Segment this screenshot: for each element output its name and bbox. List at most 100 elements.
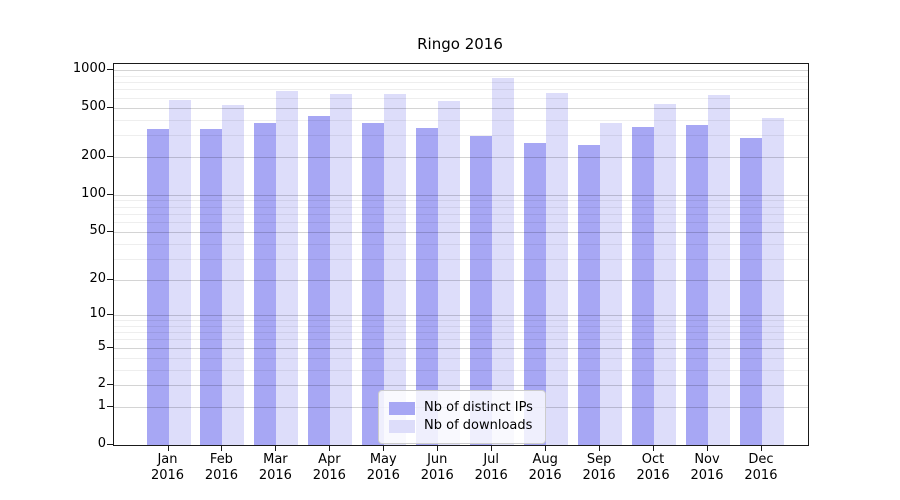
x-tick-label: Nov 2016 — [675, 452, 739, 483]
gridline-major — [114, 157, 808, 159]
gridline-minor — [114, 369, 808, 371]
gridline-minor — [114, 206, 808, 208]
bar-distinct-ips-jun — [416, 127, 439, 445]
x-tick-label: Sep 2016 — [567, 452, 631, 483]
bar-downloads-sep — [600, 123, 623, 445]
bar-distinct-ips-may — [362, 122, 385, 445]
gridline-minor — [114, 119, 808, 121]
x-tick-label: Apr 2016 — [297, 452, 361, 483]
x-tick-month: Jan — [157, 452, 178, 467]
y-tick-label: 50 — [89, 222, 106, 238]
bar-downloads-may — [384, 93, 407, 445]
gridline-minor — [114, 325, 808, 327]
y-tick-label: 0 — [97, 436, 106, 451]
x-tick-year: 2016 — [150, 467, 185, 483]
x-tick-year: 2016 — [312, 467, 346, 483]
legend-entry-distinct-ips: Nb of distinct IPs — [389, 400, 535, 416]
x-tick-month: Oct — [641, 452, 665, 467]
x-tick-label: Aug 2016 — [513, 452, 577, 483]
gridline-minor — [114, 243, 808, 245]
x-tick-month: Sep — [586, 452, 612, 467]
gridline-major — [114, 231, 808, 233]
x-tick-month: Jun — [427, 452, 448, 467]
bar-distinct-ips-jan — [146, 128, 169, 445]
legend-label-distinct-ips: Nb of distinct IPs — [424, 400, 533, 415]
gridline-major — [114, 194, 808, 196]
bar-distinct-ips-feb — [200, 128, 223, 445]
bar-downloads-dec — [761, 118, 784, 445]
gridline-minor — [114, 82, 808, 84]
bar-distinct-ips-oct — [632, 127, 655, 445]
x-tick-month: May — [369, 452, 397, 467]
bar-downloads-jul — [492, 78, 515, 445]
bar-downloads-nov — [708, 95, 730, 445]
x-tick-label: Jul 2016 — [459, 452, 523, 483]
bar-distinct-ips-sep — [578, 145, 601, 445]
x-tick-label: Oct 2016 — [621, 452, 685, 483]
x-tick-year: 2016 — [582, 467, 616, 483]
gridline-minor — [114, 135, 808, 137]
x-tick-label: May 2016 — [351, 452, 415, 483]
x-tick-year: 2016 — [636, 467, 670, 483]
bar-distinct-ips-nov — [686, 125, 708, 445]
gridline-major — [114, 314, 808, 316]
x-tick-year: 2016 — [474, 467, 508, 483]
x-tick-month: Jul — [483, 452, 500, 467]
gridline-minor — [114, 339, 808, 341]
x-tick-month: Mar — [263, 452, 288, 467]
gridline-minor — [114, 75, 808, 77]
x-tick-year: 2016 — [744, 467, 778, 483]
x-tick-year: 2016 — [420, 467, 454, 483]
gridline-major — [114, 385, 808, 387]
y-tick-label: 1 — [97, 398, 106, 414]
y-tick-label: 1000 — [72, 61, 106, 77]
legend: Nb of distinct IPs Nb of downloads — [378, 390, 546, 444]
bar-distinct-ips-aug — [524, 143, 547, 445]
x-tick-year: 2016 — [204, 467, 238, 483]
x-tick-month: Apr — [318, 452, 341, 467]
bar-distinct-ips-dec — [739, 138, 762, 445]
bar-distinct-ips-mar — [254, 123, 277, 445]
bar-downloads-feb — [222, 104, 245, 445]
x-tick-year: 2016 — [366, 467, 400, 483]
gridline-minor — [114, 97, 808, 99]
x-tick-month: Aug — [532, 452, 558, 467]
bar-downloads-aug — [546, 92, 569, 445]
x-tick-year: 2016 — [258, 467, 292, 483]
x-tick-label: Feb 2016 — [189, 452, 253, 483]
gridline-minor — [114, 213, 808, 215]
x-tick-label: Jun 2016 — [405, 452, 469, 483]
y-tick-label: 20 — [89, 270, 106, 286]
x-tick-label: Mar 2016 — [243, 452, 307, 483]
x-tick-year: 2016 — [690, 467, 724, 483]
bar-downloads-jun — [438, 101, 461, 445]
legend-entry-downloads: Nb of downloads — [389, 418, 535, 434]
y-tick-label: 100 — [81, 185, 106, 201]
bar-downloads-mar — [276, 91, 299, 445]
x-tick-month: Dec — [748, 452, 774, 467]
x-tick-month: Nov — [694, 452, 720, 467]
gridline-minor — [114, 357, 808, 359]
chart-title: Ringo 2016 — [417, 35, 503, 53]
bar-downloads-oct — [654, 103, 677, 445]
x-tick-label: Jan 2016 — [136, 452, 200, 483]
plot-area — [113, 63, 809, 446]
y-tick-label: 200 — [81, 148, 106, 164]
x-tick-year: 2016 — [528, 467, 562, 483]
gridline-minor — [114, 200, 808, 202]
gridline-minor — [114, 89, 808, 91]
gridline-major — [114, 70, 808, 72]
bar-downloads-jan — [168, 100, 191, 445]
bar-downloads-apr — [330, 94, 353, 445]
legend-swatch-downloads — [389, 419, 415, 433]
gridline-major — [114, 279, 808, 281]
bar-distinct-ips-jul — [470, 136, 493, 445]
y-tick-label: 500 — [81, 98, 106, 114]
x-tick-month: Feb — [209, 452, 233, 467]
gridline-major — [114, 107, 808, 109]
gridline-minor — [114, 332, 808, 334]
x-tick-label: Dec 2016 — [729, 452, 793, 483]
gridline-minor — [114, 258, 808, 260]
y-tick-label: 2 — [97, 376, 106, 392]
